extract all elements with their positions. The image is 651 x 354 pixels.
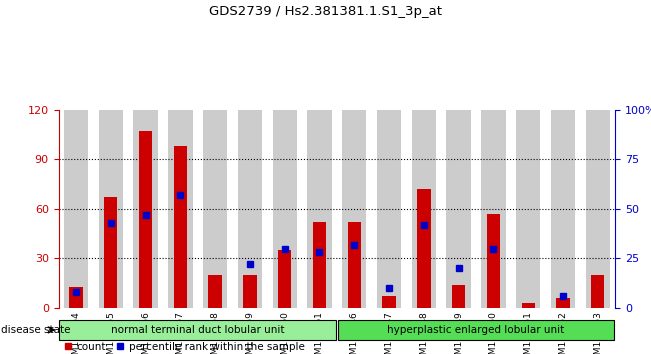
- Bar: [551, 110, 575, 308]
- Bar: [487, 214, 500, 308]
- Bar: [447, 110, 471, 308]
- Bar: [243, 275, 256, 308]
- Bar: [557, 298, 570, 308]
- FancyBboxPatch shape: [59, 320, 336, 341]
- Bar: [98, 110, 123, 308]
- Bar: [521, 303, 535, 308]
- Bar: [342, 110, 367, 308]
- Bar: [238, 110, 262, 308]
- Text: GDS2739 / Hs2.381381.1.S1_3p_at: GDS2739 / Hs2.381381.1.S1_3p_at: [209, 5, 442, 18]
- Bar: [168, 110, 193, 308]
- Bar: [377, 110, 401, 308]
- Text: normal terminal duct lobular unit: normal terminal duct lobular unit: [111, 325, 284, 335]
- Text: hyperplastic enlarged lobular unit: hyperplastic enlarged lobular unit: [387, 325, 564, 335]
- Bar: [133, 110, 158, 308]
- Bar: [273, 110, 297, 308]
- Bar: [481, 110, 506, 308]
- Bar: [104, 197, 117, 308]
- Bar: [516, 110, 540, 308]
- Bar: [139, 131, 152, 308]
- Text: disease state: disease state: [1, 325, 71, 335]
- Bar: [452, 285, 465, 308]
- Legend: count, percentile rank within the sample: count, percentile rank within the sample: [64, 342, 305, 352]
- Bar: [382, 296, 396, 308]
- Bar: [411, 110, 436, 308]
- Bar: [64, 110, 88, 308]
- Bar: [307, 110, 331, 308]
- FancyBboxPatch shape: [338, 320, 615, 341]
- Bar: [312, 222, 326, 308]
- Bar: [417, 189, 430, 308]
- Bar: [174, 146, 187, 308]
- Bar: [208, 275, 222, 308]
- Bar: [278, 250, 292, 308]
- Bar: [203, 110, 227, 308]
- Bar: [586, 110, 610, 308]
- Bar: [591, 275, 605, 308]
- Bar: [69, 286, 83, 308]
- Bar: [348, 222, 361, 308]
